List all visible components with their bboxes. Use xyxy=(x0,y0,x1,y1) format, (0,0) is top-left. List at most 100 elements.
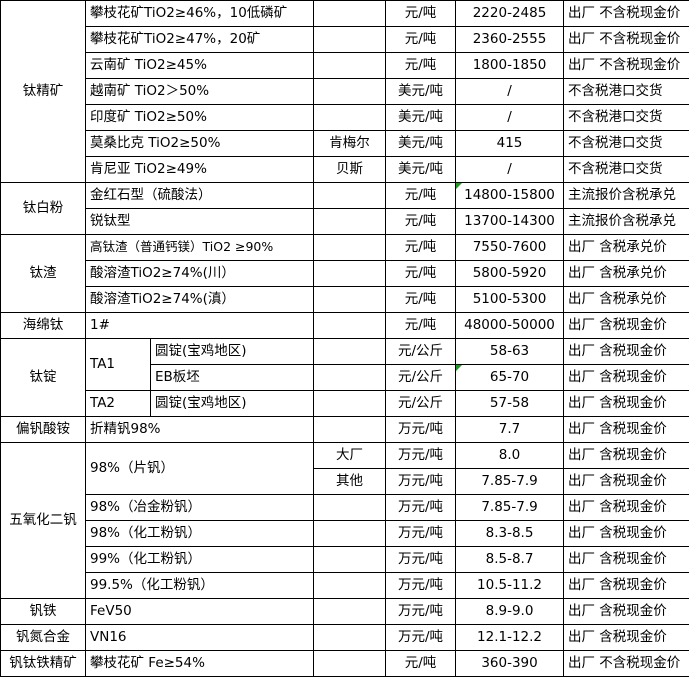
price-cell: 5800-5920 xyxy=(455,260,565,287)
price-value: 65-70 xyxy=(489,368,530,385)
brand-cell: 贝斯 xyxy=(313,156,387,183)
unit-cell: 元/吨 xyxy=(385,0,457,27)
brand-cell: 肯梅尔 xyxy=(313,130,387,157)
unit-cell: 元/吨 xyxy=(385,286,457,313)
unit-cell: 元/公斤 xyxy=(385,390,457,417)
brand-cell xyxy=(313,78,387,105)
description-cell: EB板坯 xyxy=(149,364,315,391)
unit-cell: 万元/吨 xyxy=(385,598,457,625)
brand-cell xyxy=(313,312,387,339)
unit-cell: 万元/吨 xyxy=(385,494,457,521)
note-cell: 出厂 含税现金价 xyxy=(563,598,689,625)
description-cell: 攀枝花矿 Fe≥54% xyxy=(84,650,315,677)
price-cell: 7.85-7.9 xyxy=(455,468,565,495)
price-cell: 1800-1850 xyxy=(455,52,565,79)
price-cell: / xyxy=(455,104,565,131)
unit-cell: 万元/吨 xyxy=(385,468,457,495)
table-row: 攀枝花矿TiO2≥47%，20矿 元/吨 2360-2555 出厂 不含税现金价 xyxy=(1,26,689,53)
brand-cell xyxy=(313,650,387,677)
grade-cell: TA1 xyxy=(85,338,151,391)
price-cell: 48000-50000 xyxy=(455,312,565,339)
price-cell: 12.1-12.2 xyxy=(455,624,565,651)
note-cell: 出厂 含税现金价 xyxy=(563,468,689,495)
note-cell: 主流报价含税承兑 xyxy=(563,182,689,209)
brand-cell xyxy=(313,624,387,651)
description-cell: 99%（化工粉钒） xyxy=(84,546,315,573)
price-cell: 8.3-8.5 xyxy=(455,520,565,547)
category-cell: 钒钛铁精矿 xyxy=(0,650,86,677)
unit-cell: 元/吨 xyxy=(385,52,457,79)
note-cell: 出厂 含税现金价 xyxy=(563,572,689,599)
category-cell: 钛精矿 xyxy=(0,0,86,183)
note-cell: 出厂 含税现金价 xyxy=(563,442,689,469)
brand-cell xyxy=(313,598,387,625)
note-cell: 出厂 含税现金价 xyxy=(563,520,689,547)
note-cell: 不含税港口交货 xyxy=(563,78,689,105)
price-cell: 7.7 xyxy=(455,416,565,443)
description-cell: 印度矿 TiO2≥50% xyxy=(84,104,315,131)
note-cell: 主流报价含税承兑 xyxy=(563,208,689,235)
category-cell: 钛渣 xyxy=(0,234,86,313)
brand-cell xyxy=(313,546,387,573)
category-cell: 五氧化二钒 xyxy=(0,442,86,599)
description-cell: VN16 xyxy=(84,624,315,651)
table-row: 偏钒酸铵 折精钒98% 万元/吨 7.7 出厂 含税现金价 xyxy=(0,416,689,443)
brand-cell xyxy=(313,494,387,521)
brand-cell xyxy=(313,520,387,547)
note-cell: 出厂 含税现金价 xyxy=(563,546,689,573)
note-cell: 出厂 含税承兑价 xyxy=(563,234,689,261)
price-cell: 415 xyxy=(455,130,565,157)
table-row: TA2 圆锭(宝鸡地区) 元/公斤 57-58 出厂 含税现金价 xyxy=(1,390,689,417)
unit-cell: 元/吨 xyxy=(385,182,457,209)
table-row: 钛渣 高钛渣（普通钙镁）TiO2 ≥90% 元/吨 7550-7600 出厂 含税承兑价 xyxy=(0,234,689,313)
note-cell: 出厂 含税现金价 xyxy=(563,416,689,443)
brand-cell xyxy=(313,260,387,287)
table-row: 98%（化工粉钒） 万元/吨 8.3-8.5 出厂 含税现金价 xyxy=(1,520,689,547)
category-cell: 偏钒酸铵 xyxy=(0,416,86,443)
unit-cell: 美元/吨 xyxy=(385,130,457,157)
unit-cell: 元/吨 xyxy=(385,26,457,53)
unit-cell: 万元/吨 xyxy=(385,520,457,547)
description-cell: 酸溶渣TiO2≥74%(滇） xyxy=(84,286,315,313)
note-cell: 出厂 不含税现金价 xyxy=(563,650,689,677)
note-cell: 出厂 不含税现金价 xyxy=(563,0,689,27)
price-cell: 360-390 xyxy=(455,650,565,677)
price-cell: / xyxy=(455,156,565,183)
table-row: 钛精矿 攀枝花矿TiO2≥46%，10低磷矿 元/吨 2220-2485 出厂 不含税现… xyxy=(0,0,689,183)
category-cell: 钒氮合金 xyxy=(0,624,86,651)
note-cell: 出厂 不含税现金价 xyxy=(563,26,689,53)
unit-cell: 万元/吨 xyxy=(385,572,457,599)
brand-cell xyxy=(313,572,387,599)
description-cell: 金红石型（硫酸法） xyxy=(84,182,315,209)
table-row: 钒氮合金 VN16 万元/吨 12.1-12.2 出厂 含税现金价 xyxy=(0,624,689,651)
price-cell: 2220-2485 xyxy=(455,0,565,27)
brand-cell xyxy=(313,0,387,27)
unit-cell: 元/吨 xyxy=(385,312,457,339)
unit-cell: 元/吨 xyxy=(385,260,457,287)
brand-cell xyxy=(313,286,387,313)
table-row: 锐钛型 元/吨 13700-14300 主流报价含税承兑 xyxy=(1,208,689,235)
table-row: 98%（冶金粉钒） 万元/吨 7.85-7.9 出厂 含税现金价 xyxy=(1,494,689,521)
brand-cell: 大厂 xyxy=(313,442,387,469)
price-cell: 7.85-7.9 xyxy=(455,494,565,521)
table-row: EB板坯 元/公斤 65-70 出厂 含税现金价 xyxy=(1,364,689,391)
note-cell: 出厂 不含税现金价 xyxy=(563,52,689,79)
unit-cell: 美元/吨 xyxy=(385,156,457,183)
note-cell: 不含税港口交货 xyxy=(563,104,689,131)
table-row: 钛白粉 金红石型（硫酸法） 元/吨 14800-15800 主流报价含税承兑 xyxy=(0,182,689,235)
description-cell: 攀枝花矿TiO2≥47%，20矿 xyxy=(84,26,315,53)
brand-cell xyxy=(313,234,387,261)
price-cell: 8.5-8.7 xyxy=(455,546,565,573)
description-cell: 98%（化工粉钒） xyxy=(84,520,315,547)
description-cell: 折精钒98% xyxy=(84,416,315,443)
unit-cell: 万元/吨 xyxy=(385,624,457,651)
brand-cell xyxy=(313,416,387,443)
description-cell: 越南矿 TiO2＞50% xyxy=(84,78,315,105)
price-cell: 57-58 xyxy=(455,390,565,417)
price-cell: 14800-15800 xyxy=(455,182,565,209)
price-cell: 8.0 xyxy=(455,442,565,469)
grade-cell: TA2 xyxy=(85,390,151,417)
description-cell: 肯尼亚 TiO2≥49% xyxy=(84,156,315,183)
